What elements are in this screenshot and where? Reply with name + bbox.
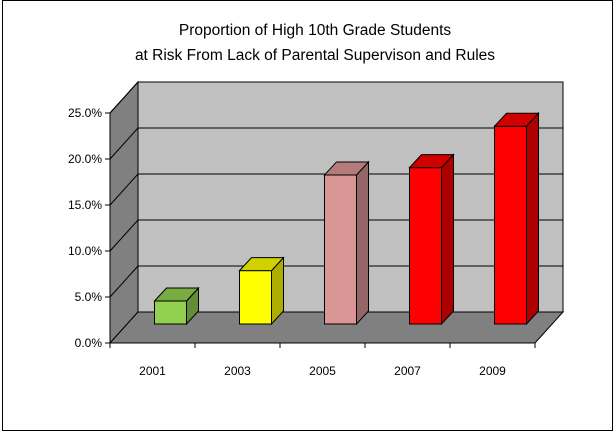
bar-side	[441, 153, 454, 326]
gridline-side	[109, 81, 139, 114]
chart-title-line-2: at Risk From Lack of Parental Supervison…	[135, 47, 495, 64]
y-tick-label: 20.0%	[68, 152, 102, 166]
x-tick-label: 2003	[224, 364, 251, 378]
chart-title-line-1: Proportion of High 10th Grade Students	[179, 22, 452, 39]
bar	[238, 256, 285, 326]
x-tick-label: 2009	[479, 364, 506, 378]
y-tick-label: 25.0%	[68, 106, 102, 120]
y-tick-label: 0.0%	[75, 336, 103, 350]
bar	[493, 111, 540, 326]
bar-front	[324, 174, 357, 325]
y-tick-label: 5.0%	[75, 290, 103, 304]
y-tick-label: 10.0%	[68, 244, 102, 258]
gridline-side	[109, 265, 139, 298]
bar-side	[526, 111, 539, 326]
y-axis-ticks: 0.0% 5.0% 10.0% 15.0% 20.0% 25.0%	[68, 106, 111, 350]
bar-top	[493, 112, 540, 127]
gridline-side	[109, 173, 139, 206]
floor	[108, 311, 565, 344]
bar-front	[409, 167, 442, 325]
gridline-side	[109, 219, 139, 252]
x-tick-label: 2001	[139, 364, 166, 378]
bar-front	[494, 125, 527, 325]
bar-top	[153, 287, 200, 302]
chart: Proportion of High 10th Grade Students a…	[68, 22, 565, 378]
bar-top	[238, 257, 285, 272]
bars	[153, 111, 540, 326]
bar	[153, 286, 200, 326]
x-axis-ticks: 2001 2003 2005 2007 2009	[109, 343, 536, 378]
bar-top	[408, 154, 455, 169]
bar-front	[239, 270, 272, 325]
x-tick-label: 2005	[309, 364, 336, 378]
bar-top	[323, 161, 370, 176]
side-wall	[109, 80, 139, 345]
bar	[323, 160, 370, 326]
bar	[408, 153, 455, 326]
gridline-side	[109, 127, 139, 160]
bar-side	[356, 160, 369, 326]
bar-front	[154, 300, 187, 325]
x-tick-label: 2007	[394, 364, 421, 378]
y-tick-label: 15.0%	[68, 198, 102, 212]
